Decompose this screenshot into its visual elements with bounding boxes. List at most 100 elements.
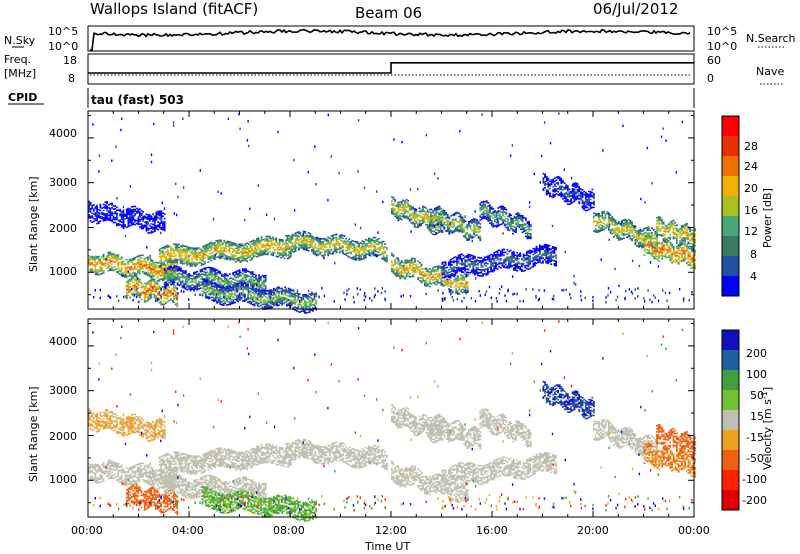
power-cell <box>438 226 440 229</box>
power-cell <box>237 290 240 292</box>
power-cell <box>196 285 199 288</box>
power-cell <box>181 280 184 282</box>
power-cell <box>445 272 448 275</box>
nave-tick-top: 60 <box>707 54 721 67</box>
power-cell <box>420 224 423 226</box>
power-cell <box>381 242 383 245</box>
power-cell <box>430 223 433 226</box>
power-cell <box>163 246 166 248</box>
power-cell <box>247 298 249 300</box>
power-cell <box>117 270 120 273</box>
power-cell <box>472 268 475 271</box>
power-cell <box>214 289 217 291</box>
power-cell <box>302 297 305 299</box>
power-cell <box>250 295 253 298</box>
power-cell <box>363 256 365 258</box>
power-cell <box>229 288 231 291</box>
power-cell <box>277 244 279 246</box>
power-cell <box>289 240 292 242</box>
power-cell <box>404 201 406 204</box>
power-cell <box>459 255 462 258</box>
power-cell <box>489 204 491 206</box>
power-cell <box>461 258 463 260</box>
power-cell <box>325 240 328 242</box>
power-cell <box>448 230 451 232</box>
power-cell <box>129 221 131 224</box>
power-cell <box>462 266 465 269</box>
power-cell <box>269 305 272 308</box>
power-cell <box>221 286 223 288</box>
power-cell <box>332 251 334 253</box>
power-cell <box>111 220 113 223</box>
power-cell <box>423 219 426 222</box>
power-cell <box>247 256 250 259</box>
power-cell <box>137 281 140 283</box>
power-cell <box>261 296 264 298</box>
power-cell <box>413 215 416 218</box>
power-cell <box>485 215 488 217</box>
power-cell <box>446 220 449 222</box>
power-cell <box>261 291 264 294</box>
power-cell <box>168 269 171 271</box>
power-cell <box>194 265 197 268</box>
power-cell <box>264 252 266 254</box>
power-cell <box>137 262 139 265</box>
power-cell <box>277 256 279 258</box>
power-cell <box>215 240 218 242</box>
power-cell <box>91 261 94 264</box>
power-cell <box>386 257 388 260</box>
power-cell <box>386 247 388 249</box>
power-cell <box>220 246 223 249</box>
power-cell <box>106 208 108 211</box>
power-cell <box>211 273 213 275</box>
power-cell <box>226 249 229 252</box>
power-cell <box>256 303 259 306</box>
power-cell <box>315 239 318 242</box>
power-cell <box>174 253 177 256</box>
power-cell <box>262 249 265 251</box>
power-cell <box>219 272 221 275</box>
power-cell <box>325 249 328 251</box>
power-cell <box>449 277 452 279</box>
power-cell <box>404 277 406 280</box>
power-cell <box>102 217 105 219</box>
power-cell <box>243 274 246 276</box>
power-cell <box>310 297 313 299</box>
power-cell <box>107 265 110 267</box>
power-cell <box>266 293 269 295</box>
power-cell <box>479 214 482 217</box>
power-cell <box>91 216 94 219</box>
power-cell <box>238 270 241 273</box>
power-cell <box>253 273 256 276</box>
power-cell <box>299 311 301 313</box>
power-cell <box>320 247 323 249</box>
power-cell <box>477 225 480 227</box>
power-cell <box>109 210 112 213</box>
power-cell <box>148 224 151 227</box>
power-cell <box>94 215 97 217</box>
power-cell <box>286 235 289 237</box>
power-cell <box>464 265 466 267</box>
power-cell <box>479 230 482 233</box>
power-cell <box>372 248 375 251</box>
power-cell <box>201 273 203 275</box>
power-cell <box>197 253 200 255</box>
power-cell <box>269 298 272 300</box>
power-cell <box>117 219 120 222</box>
power-cell <box>134 293 136 295</box>
power-cell <box>441 213 444 216</box>
power-cell <box>224 279 226 281</box>
power-cell <box>320 238 323 240</box>
power-cell <box>110 260 113 262</box>
power-cell <box>458 229 460 231</box>
power-cell <box>399 271 401 274</box>
power-cell <box>358 247 361 249</box>
power-cell <box>441 269 444 271</box>
power-cell <box>156 288 159 290</box>
power-cell <box>391 196 393 198</box>
power-cell <box>484 205 487 207</box>
power-cell <box>202 247 205 249</box>
power-cell <box>240 286 243 289</box>
power-cell <box>162 224 164 226</box>
power-cell <box>298 232 300 235</box>
